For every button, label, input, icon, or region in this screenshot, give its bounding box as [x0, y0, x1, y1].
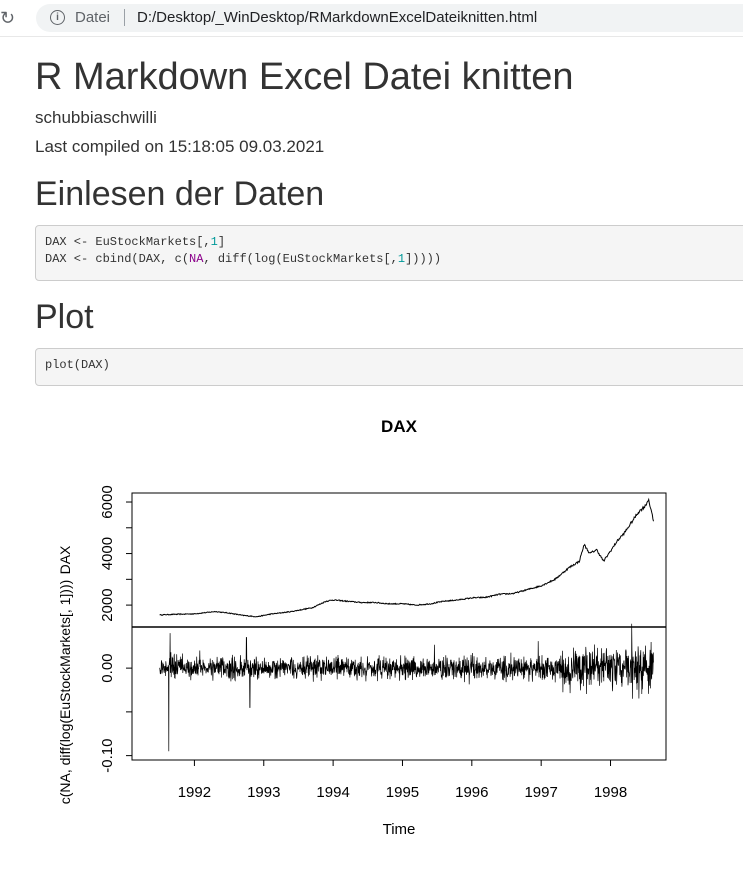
document-date: Last compiled on 15:18:05 09.03.2021 — [35, 137, 325, 156]
section-heading-plot: Plot — [35, 298, 94, 336]
dax-plot: DAX 1992 1993 1994 1995 1996 1997 1998 2000 4000… — [57, 417, 667, 838]
code-block-einlesen: DAX <- EuStockMarkets[,1] DAX <- cbind(D… — [35, 225, 743, 281]
x-axis-label: Time — [383, 821, 416, 838]
url-text[interactable]: D:/Desktop/_WinDesktop/RMarkdownExcelDat… — [137, 9, 538, 26]
dax-returns-line — [159, 623, 654, 752]
x-tick-label: 1992 — [178, 784, 211, 801]
y-tick-label-returns: -0.10 — [99, 738, 116, 772]
code-line: DAX <- EuStockMarkets[,1] — [45, 235, 226, 249]
code-line: DAX <- cbind(DAX, c(NA, diff(log(EuStock… — [45, 252, 442, 266]
dax-price-line — [159, 497, 654, 618]
x-tick-label: 1997 — [524, 784, 557, 801]
omnibox[interactable] — [36, 4, 743, 32]
url-scheme-label: Datei — [75, 9, 111, 26]
y-tick-label-dax: 4000 — [99, 537, 116, 570]
omnibox-divider — [124, 9, 125, 26]
x-tick-label: 1998 — [594, 784, 627, 801]
document-title: R Markdown Excel Datei knitten — [35, 56, 574, 98]
info-icon[interactable]: i — [50, 10, 65, 25]
x-tick-label: 1993 — [247, 784, 280, 801]
axes: 1992 1993 1994 1995 1996 1997 1998 2000 4000 6000… — [99, 485, 627, 801]
price-panel — [159, 497, 654, 618]
address-bar: ↻ i Datei D:/Desktop/_WinDesktop/RMarkdo… — [0, 0, 743, 37]
document-author: schubbiaschwilli — [35, 108, 157, 127]
x-tick-label: 1994 — [316, 784, 349, 801]
reload-icon[interactable]: ↻ — [0, 8, 16, 28]
y-tick-label-dax: 6000 — [99, 485, 116, 518]
x-tick-label: 1996 — [455, 784, 488, 801]
x-tick-label: 1995 — [386, 784, 419, 801]
code-line: plot(DAX) — [45, 358, 110, 372]
chart-title: DAX — [381, 417, 418, 436]
section-heading-einlesen: Einlesen der Daten — [35, 175, 325, 213]
y-tick-label-dax: 2000 — [99, 588, 116, 621]
code-block-plot: plot(DAX) — [35, 348, 743, 386]
y-axis-label-dax: DAX — [57, 545, 73, 574]
y-tick-label-returns: 0.00 — [99, 653, 116, 682]
returns-panel — [159, 623, 654, 752]
y-axis-label-returns: c(NA, diff(log(EuStockMarkets[, 1]))) — [57, 580, 73, 805]
